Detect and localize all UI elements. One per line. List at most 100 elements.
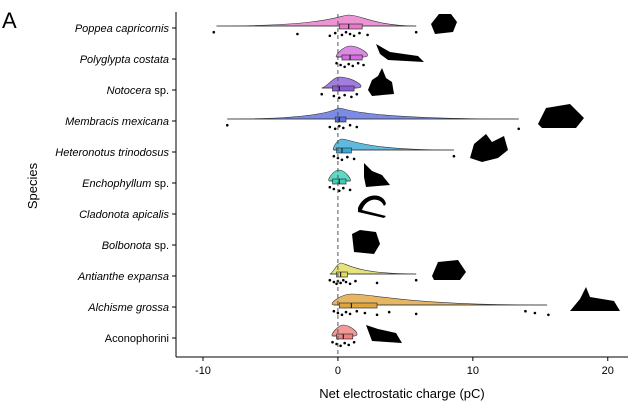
insect-silhouette-icon xyxy=(376,44,424,62)
species-cloud xyxy=(331,293,550,317)
data-point xyxy=(320,92,324,96)
species-label: Alchisme grossa xyxy=(87,302,169,314)
data-point xyxy=(332,309,336,313)
panel-label: A xyxy=(2,8,17,33)
data-point xyxy=(366,33,369,37)
data-point xyxy=(296,32,299,36)
species-label: Heteronotus trinodosus xyxy=(55,147,169,159)
data-point xyxy=(355,125,359,129)
data-point xyxy=(387,310,391,314)
species-label: Bolbonota sp. xyxy=(102,240,169,252)
data-point xyxy=(352,340,356,344)
data-point xyxy=(335,342,338,346)
y-axis-title: Species xyxy=(25,162,40,209)
x-axis-title: Net electrostatic charge (pC) xyxy=(319,386,484,401)
box-iqr xyxy=(334,116,347,123)
data-point xyxy=(347,62,351,66)
insect-silhouette-icon xyxy=(538,104,584,128)
insect-silhouette-icon xyxy=(570,287,620,311)
x-tick-label: 20 xyxy=(602,365,614,377)
data-point xyxy=(333,31,337,35)
data-point xyxy=(331,340,334,344)
density-curve xyxy=(328,169,351,182)
data-point xyxy=(332,280,336,284)
data-point xyxy=(355,309,359,313)
data-point xyxy=(354,279,357,283)
density-curve xyxy=(331,324,358,337)
data-point xyxy=(414,312,418,316)
box-iqr xyxy=(336,333,354,340)
data-point xyxy=(348,32,352,36)
insect-silhouette-icon xyxy=(364,163,390,187)
species-cloud xyxy=(225,107,521,131)
data-point xyxy=(352,157,356,161)
data-point xyxy=(343,341,346,345)
data-point xyxy=(547,313,550,317)
data-point xyxy=(533,311,537,315)
density-curve xyxy=(329,262,417,275)
data-point xyxy=(333,127,337,131)
data-point xyxy=(346,155,349,159)
y-axis-labels: Poppea capricornis Polyglypta costata Noto… xyxy=(55,23,176,345)
species-label: Notocera sp. xyxy=(107,85,169,97)
species-label: Aconophorini xyxy=(105,333,169,345)
density-curve xyxy=(332,138,454,151)
density-curve xyxy=(331,293,548,306)
data-point xyxy=(362,63,365,67)
data-point xyxy=(225,123,229,127)
data-point xyxy=(335,61,338,65)
data-point xyxy=(344,30,348,34)
x-tick-label: 10 xyxy=(467,365,479,377)
data-point xyxy=(332,94,336,98)
data-point xyxy=(332,187,336,191)
x-tick-label: -10 xyxy=(195,365,211,377)
data-point xyxy=(414,278,418,282)
insect-silhouette-icon xyxy=(431,14,457,34)
data-point xyxy=(356,61,360,65)
data-point xyxy=(340,33,344,37)
density-curve xyxy=(335,45,368,58)
box-iqr xyxy=(336,147,352,154)
data-point xyxy=(352,34,356,38)
species-label: Cladonota apicalis xyxy=(79,209,169,221)
data-point xyxy=(375,281,379,285)
data-point xyxy=(337,189,341,193)
density-curve xyxy=(227,107,519,120)
data-point xyxy=(328,185,332,189)
distribution-clouds xyxy=(212,14,550,348)
data-point xyxy=(351,64,355,68)
species-cloud xyxy=(320,76,362,100)
insect-silhouette-icon xyxy=(352,230,380,254)
data-point xyxy=(347,343,351,347)
data-point xyxy=(336,311,340,315)
insect-silhouette-icon xyxy=(432,260,466,280)
data-point xyxy=(348,312,352,316)
data-point xyxy=(375,313,379,317)
data-point xyxy=(350,95,353,99)
insect-silhouette-icon xyxy=(366,325,402,343)
data-point xyxy=(344,310,348,314)
data-point xyxy=(524,309,527,313)
data-point xyxy=(337,96,341,100)
box-iqr xyxy=(341,54,363,61)
species-label: Poppea capricornis xyxy=(75,23,170,35)
box-iqr xyxy=(338,23,363,30)
data-point xyxy=(339,281,342,285)
data-point xyxy=(342,278,345,282)
species-label: Enchophyllum sp. xyxy=(82,178,169,190)
insect-silhouettes xyxy=(352,14,620,343)
x-tick-label: 0 xyxy=(335,365,341,377)
data-point xyxy=(339,63,342,67)
box-iqr xyxy=(332,85,355,92)
species-label: Membracis mexicana xyxy=(65,116,169,128)
insect-silhouette-icon xyxy=(470,134,508,162)
insect-silhouette-icon xyxy=(368,68,394,96)
data-point xyxy=(414,30,418,34)
data-point xyxy=(340,158,344,162)
density-curve xyxy=(321,76,362,89)
data-point xyxy=(337,124,341,128)
data-point xyxy=(343,65,346,69)
species-cloud xyxy=(335,45,368,69)
data-point xyxy=(348,188,352,192)
